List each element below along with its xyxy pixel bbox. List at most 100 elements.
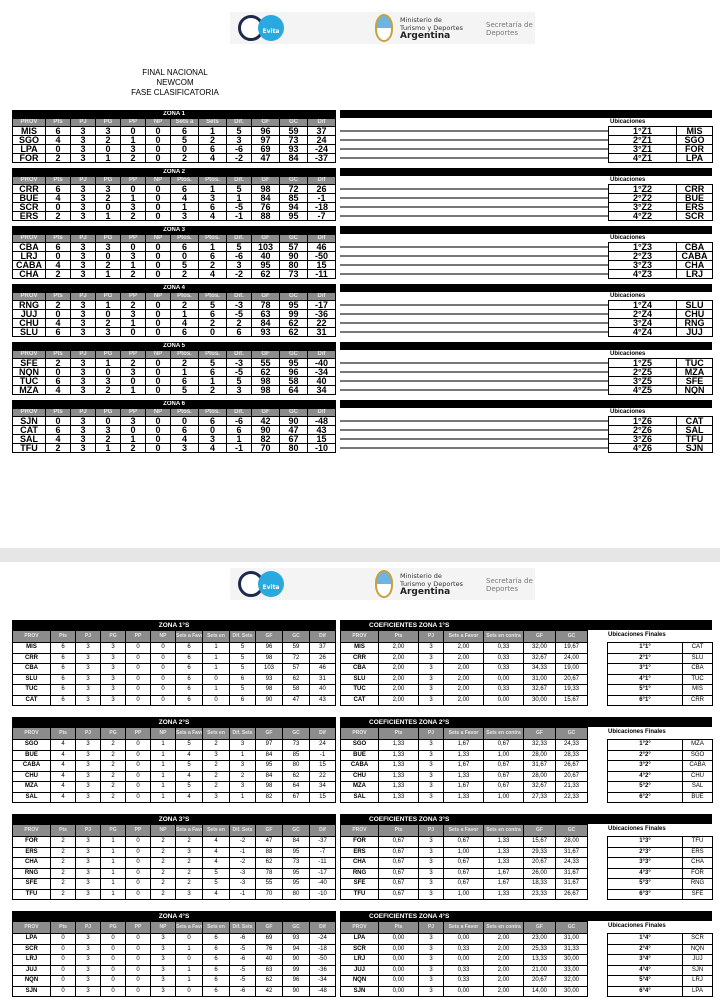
table-cell: 64 bbox=[279, 385, 308, 395]
table-cell: 2°Z6 bbox=[608, 425, 677, 435]
table-header-row: PROV Pts PJ Sets a Favor Sets en contra GF GC bbox=[340, 630, 588, 643]
table-cell: LPA bbox=[682, 985, 713, 997]
table-cell: FOR bbox=[12, 836, 51, 848]
table-cell: 6 bbox=[175, 652, 203, 664]
table-cell: 2 bbox=[50, 836, 76, 848]
table-cell: 14,00 bbox=[523, 985, 556, 997]
table-cell: 55 bbox=[255, 878, 283, 890]
table-cell: 1 bbox=[100, 857, 126, 869]
ubicaciones-finales-table: 1°1° CAT 2°1° SLU 3°1° CBA 4°1° TUC 5°1° MIS 6°1° C… bbox=[607, 642, 713, 706]
table-cell: ERS bbox=[676, 202, 713, 212]
column-header: PROV bbox=[340, 630, 379, 643]
table-cell: 0 bbox=[125, 749, 151, 761]
column-header: Dif. bbox=[226, 234, 252, 243]
table-cell: 0 bbox=[45, 144, 71, 154]
table-cell: 3 bbox=[70, 443, 96, 453]
table-cell: 3 bbox=[70, 416, 96, 426]
table-cell: 0 bbox=[150, 642, 176, 654]
table-cell: 1,33 bbox=[378, 770, 419, 782]
table-cell: 57 bbox=[282, 663, 310, 675]
table-cell: 98 bbox=[251, 184, 280, 194]
column-header: NP bbox=[145, 118, 171, 127]
table-cell: -1 bbox=[229, 846, 256, 858]
table-cell: SAL bbox=[12, 791, 51, 803]
table-cell: 5 bbox=[229, 684, 256, 696]
table-cell: 1,00 bbox=[483, 791, 524, 803]
table-cell: 0 bbox=[170, 251, 199, 261]
table-cell: CABA bbox=[682, 760, 713, 772]
table-cell: 2 bbox=[45, 211, 71, 221]
table-cell: 3°Z1 bbox=[608, 144, 677, 154]
table-cell: -17 bbox=[306, 300, 337, 310]
table-header-row: PROV Pts PJ PG PP NP Ptos. Ptos. Dif. GF GC Dif bbox=[12, 234, 337, 243]
table-cell: -5 bbox=[229, 943, 256, 955]
table-row: SJN 0,00 3 0,00 2,00 14,00 30,00 bbox=[340, 985, 588, 997]
table-cell: 32,00 bbox=[555, 975, 588, 987]
ubicaciones-finales-label: Ubicaciones Finales bbox=[608, 729, 666, 735]
table-cell: TUC bbox=[340, 684, 379, 696]
table-cell: 4 bbox=[202, 836, 230, 848]
table-row: TFU 0,67 3 1,00 1,33 23,33 26,67 bbox=[340, 888, 588, 900]
table-header-row: PROV Pts PJ PG PP NP Ptos. Ptos. Dif. GF GC Dif bbox=[12, 408, 337, 417]
table-cell: 2,00 bbox=[483, 975, 524, 987]
table-cell: 3 bbox=[100, 673, 126, 685]
table-row: 3°Z5 SFE bbox=[608, 376, 713, 386]
table-cell: 3 bbox=[75, 749, 101, 761]
coeficientes-table: COEFICIENTES ZONA 3°S PROV Pts PJ Sets a Fav… bbox=[340, 814, 588, 900]
table-cell: 4 bbox=[50, 749, 76, 761]
table-row: 4°Z2 SCR bbox=[608, 211, 713, 221]
table-cell: 0 bbox=[125, 975, 151, 987]
table-cell: 73 bbox=[279, 135, 308, 145]
table-title: ZONA 5 bbox=[11, 342, 337, 351]
table-row: MIS 6 3 3 0 0 6 1 5 96 59 37 bbox=[12, 642, 337, 654]
table-cell: 3 bbox=[418, 652, 444, 664]
table-cell: 5 bbox=[175, 781, 203, 793]
table-cell: 0,67 bbox=[483, 781, 524, 793]
table-cell: 3 bbox=[70, 269, 96, 279]
table-cell: -2 bbox=[226, 153, 252, 163]
table-cell: 3 bbox=[418, 846, 444, 858]
ubicaciones-label: Ubicaciones bbox=[610, 409, 646, 415]
table-cell: 3 bbox=[418, 663, 444, 675]
table-cell: 1 bbox=[120, 260, 146, 270]
table-cell: 3 bbox=[229, 781, 256, 793]
table-cell: NQN bbox=[12, 975, 51, 987]
table-cell: -48 bbox=[308, 985, 337, 997]
column-header: PROV bbox=[12, 176, 46, 185]
table-cell: 6 bbox=[198, 251, 227, 261]
table-cell: -1 bbox=[226, 443, 252, 453]
table-row: 4°Z1 LPA bbox=[608, 153, 713, 163]
column-header: GF bbox=[251, 176, 280, 185]
table-cell: 3 bbox=[120, 309, 146, 319]
column-header: Dif. Sets bbox=[229, 727, 256, 740]
evita-logo: Evita bbox=[238, 571, 286, 597]
column-header: PG bbox=[100, 824, 126, 837]
table-cell: 2 bbox=[175, 836, 203, 848]
table-row: 1°2° MZA bbox=[607, 739, 713, 751]
table-cell: FOR bbox=[340, 836, 379, 848]
table-cell: 3 bbox=[418, 642, 444, 654]
table-cell: 2,00 bbox=[378, 663, 419, 675]
table-cell: 2 bbox=[150, 836, 176, 848]
table-cell: 1°Z5 bbox=[608, 358, 677, 368]
table-cell: 78 bbox=[255, 867, 283, 879]
table-cell: 94 bbox=[279, 202, 308, 212]
coeficientes-table: COEFICIENTES ZONA 2°S PROV Pts PJ Sets a Fav… bbox=[340, 717, 588, 803]
table-cell: 2 bbox=[226, 318, 252, 328]
table-cell: 3 bbox=[70, 367, 96, 377]
table-cell: -5 bbox=[229, 975, 256, 987]
table-cell: 0 bbox=[120, 425, 146, 435]
table-cell: CHU bbox=[340, 770, 379, 782]
table-cell: 1,67 bbox=[443, 760, 484, 772]
table-cell: 0 bbox=[100, 964, 126, 976]
table-header-row: PROV Pts PJ PG PP NP Ptos. Ptos. Dif. GF GC Dif bbox=[12, 292, 337, 301]
table-cell: 0 bbox=[145, 242, 171, 252]
column-header: PG bbox=[100, 727, 126, 740]
table-cell: 2 bbox=[45, 358, 71, 368]
table-cell: 3 bbox=[70, 251, 96, 261]
table-cell: 6 bbox=[45, 327, 71, 337]
table-cell: 4 bbox=[45, 318, 71, 328]
table-cell: -5 bbox=[226, 367, 252, 377]
